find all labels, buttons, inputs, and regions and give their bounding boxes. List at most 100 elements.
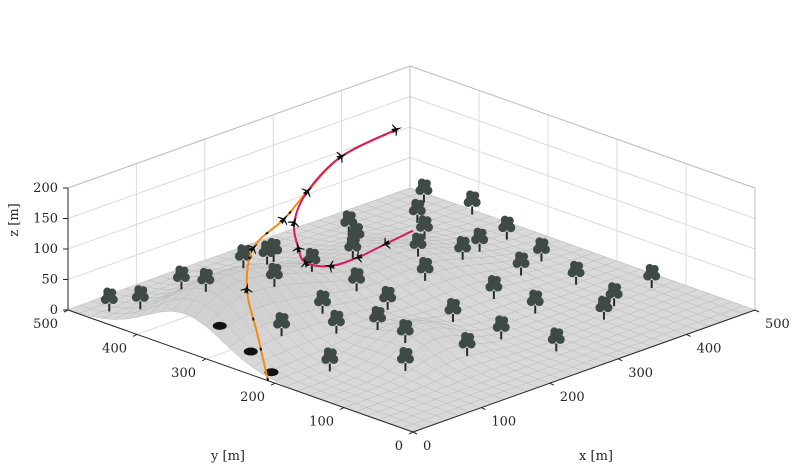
tree-marker — [444, 298, 462, 323]
tree-marker — [409, 232, 427, 257]
x-tick-label: 400 — [697, 341, 722, 356]
tree-marker — [131, 285, 149, 310]
x-tick-label: 500 — [765, 317, 790, 332]
grid-line — [409, 157, 756, 280]
tree-marker — [547, 327, 565, 352]
aircraft-marker — [292, 241, 305, 254]
tree-marker — [498, 215, 516, 240]
tree-marker — [492, 315, 510, 340]
flown-path-dashes — [245, 128, 397, 381]
aircraft-marker — [336, 151, 348, 164]
tree-marker — [369, 305, 387, 330]
grid-line — [67, 126, 411, 250]
tree-marker — [416, 215, 434, 240]
grid-line — [67, 96, 411, 219]
tree-marker — [172, 265, 190, 290]
y-tick-label: 0 — [395, 439, 403, 454]
tree-marker — [100, 287, 118, 312]
z-tick-label: 100 — [33, 242, 58, 257]
tree-marker — [605, 282, 623, 307]
box-edge — [67, 65, 411, 189]
tree-marker — [485, 275, 503, 300]
aircraft-markers — [240, 124, 403, 294]
y-tick — [201, 358, 207, 362]
ground-object — [264, 368, 279, 377]
y-tick — [270, 382, 276, 386]
ground-objects — [212, 321, 279, 377]
tree-marker — [197, 267, 215, 292]
z-tick-label: 50 — [41, 273, 58, 288]
grid-line — [409, 96, 756, 219]
x-tick — [686, 333, 691, 337]
y-axis-label: y [m] — [210, 449, 245, 464]
tree-marker — [567, 260, 585, 285]
aircraft-marker — [240, 282, 253, 294]
ground-object — [243, 347, 258, 356]
z-tick-label: 150 — [33, 212, 58, 227]
aircraft-marker — [323, 260, 336, 273]
y-tick — [132, 333, 138, 337]
aircraft-marker — [391, 124, 403, 137]
aircraft-marker — [247, 243, 258, 255]
tree-marker — [471, 227, 489, 252]
tree-marker — [458, 331, 476, 356]
aircraft-marker — [301, 186, 312, 198]
y-tick — [339, 407, 345, 411]
tree-marker — [303, 247, 321, 272]
x-tick-label: 0 — [423, 439, 431, 454]
x-tick — [481, 407, 486, 411]
tree-marker — [344, 235, 362, 260]
x-tick — [549, 382, 555, 386]
box-edge — [409, 65, 756, 189]
planned-path — [292, 128, 414, 268]
x-tick — [754, 309, 760, 313]
tree-marker — [265, 262, 283, 287]
grid-line — [67, 157, 411, 280]
x-tick — [617, 358, 623, 362]
tree-marker — [532, 237, 550, 262]
z-tick-label: 0 — [50, 303, 58, 318]
tree-marker — [643, 264, 661, 289]
tree-marker — [512, 251, 530, 276]
y-tick-label: 100 — [309, 415, 334, 430]
y-tick — [408, 431, 414, 435]
tree-marker — [396, 318, 414, 343]
tree-marker — [321, 347, 339, 372]
x-tick — [412, 431, 418, 435]
z-tick-label: 200 — [33, 181, 58, 196]
grid-line — [409, 126, 756, 250]
x-tick-label: 200 — [560, 390, 585, 405]
y-tick-label: 200 — [240, 390, 265, 405]
x-tick-label: 100 — [491, 415, 516, 430]
tree-marker — [348, 267, 366, 292]
tick-labels: 0100200300400500010020030040050005010015… — [33, 181, 790, 454]
tree-marker — [463, 190, 481, 215]
tree-marker — [526, 289, 544, 314]
ground-object — [212, 321, 227, 330]
tree-marker — [379, 285, 397, 310]
tree-markers — [100, 178, 661, 372]
tree-marker — [327, 309, 345, 334]
tree-marker — [454, 235, 472, 260]
tree-marker — [595, 295, 613, 320]
aircraft-marker — [301, 257, 313, 268]
tree-marker — [314, 289, 332, 314]
tree-marker — [415, 178, 433, 203]
tree-marker — [408, 198, 426, 223]
tree-marker — [340, 210, 358, 235]
y-tick-label: 300 — [171, 366, 196, 381]
y-tick-label: 500 — [33, 317, 58, 332]
x-tick-label: 300 — [628, 366, 653, 381]
x-axis-label: x [m] — [579, 449, 613, 464]
tree-marker — [273, 312, 291, 337]
z-axis-label: z [m] — [7, 203, 22, 236]
tree-marker — [258, 240, 276, 265]
x-axis-line — [412, 309, 756, 433]
aircraft-marker — [277, 214, 288, 226]
aircraft-marker — [351, 250, 364, 263]
terrain-surface — [67, 187, 756, 433]
tree-marker — [416, 256, 434, 281]
aircraft-marker — [379, 237, 391, 249]
y-axis-line — [67, 309, 414, 433]
